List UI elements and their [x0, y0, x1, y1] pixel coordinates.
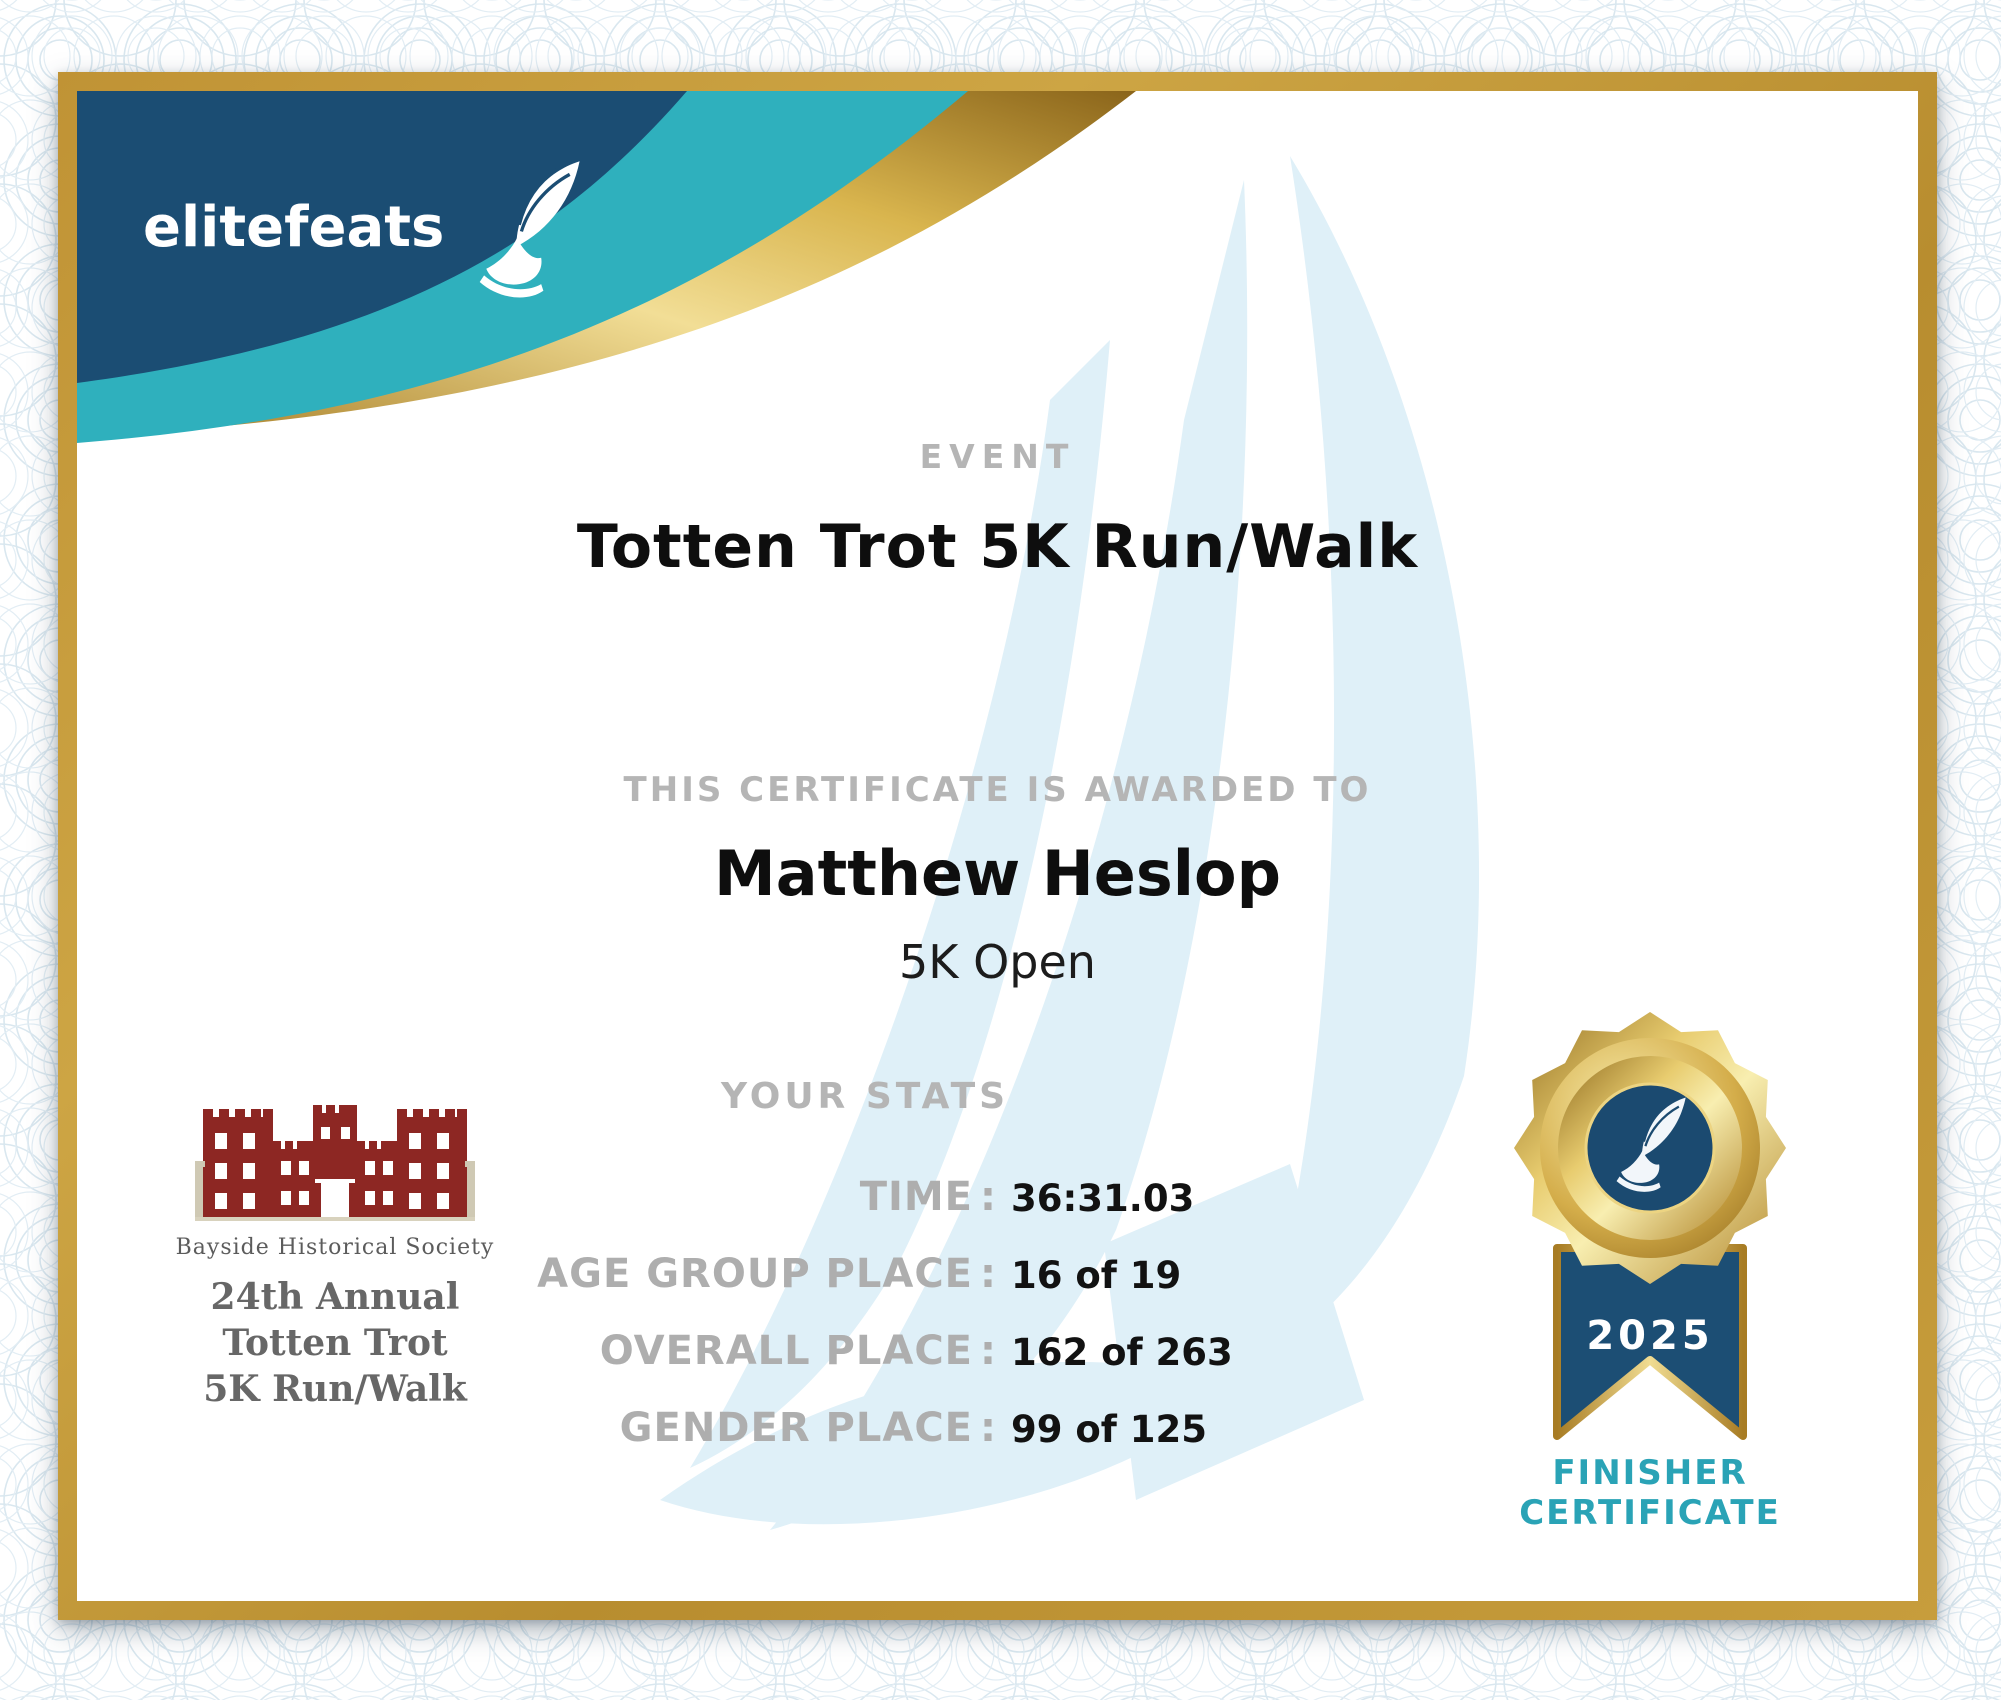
stat-value: 16 of 19 — [1011, 1254, 1182, 1297]
stat-row-age-group-place: AGE GROUP PLACE : 16 of 19 — [77, 1251, 1918, 1297]
stat-label: AGE GROUP PLACE — [537, 1251, 973, 1297]
medal-winged-foot-icon — [1616, 1097, 1686, 1192]
badge-caption-finisher: FINISHER — [1552, 1453, 1748, 1493]
winged-foot-icon — [479, 161, 580, 298]
stat-separator: : — [980, 1251, 996, 1297]
stat-value: 36:31.03 — [1011, 1177, 1195, 1220]
organizer-line: Totten Trot — [222, 1322, 448, 1364]
event-kicker: EVENT — [919, 437, 1076, 476]
stat-value: 99 of 125 — [1011, 1408, 1208, 1451]
badge-caption-certificate: CERTIFICATE — [1519, 1493, 1781, 1533]
recipient-name: Matthew Heslop — [714, 837, 1281, 910]
winged-foot-watermark — [660, 156, 1480, 1530]
stat-row-overall-place: OVERALL PLACE : 162 of 263 — [77, 1328, 1918, 1374]
stat-row-gender-place: GENDER PLACE : 99 of 125 — [77, 1405, 1918, 1451]
organizer-name: Bayside Historical Society — [175, 1235, 495, 1260]
stat-separator: : — [980, 1405, 996, 1451]
brand-logo-text: elitefeats — [143, 195, 445, 260]
organizer-logo-block: Bayside Historical Society 24th Annual T… — [175, 1105, 495, 1412]
stat-label: TIME — [859, 1174, 973, 1220]
medal-year: 2025 — [1586, 1313, 1713, 1359]
stat-separator: : — [980, 1174, 996, 1220]
stat-label: OVERALL PLACE — [599, 1328, 973, 1374]
stat-separator: : — [980, 1328, 996, 1374]
stat-value: 162 of 263 — [1011, 1331, 1233, 1374]
event-title: Totten Trot 5K Run/Walk — [576, 512, 1419, 582]
castle-building-illustration — [193, 1105, 477, 1221]
awarded-kicker: THIS CERTIFICATE IS AWARDED TO — [623, 770, 1372, 810]
finisher-medal-badge: 2025 — [1514, 1012, 1786, 1440]
stats-heading: YOUR STATS — [720, 1076, 1010, 1117]
division-name: 5K Open — [899, 935, 1096, 989]
stat-row-time: TIME : 36:31.03 — [77, 1174, 1918, 1220]
gold-frame: elitefeats EVENT Totten Trot 5K Run/Walk — [58, 72, 1937, 1620]
certificate-body: elitefeats EVENT Totten Trot 5K Run/Walk — [77, 91, 1918, 1601]
stat-label: GENDER PLACE — [619, 1405, 973, 1451]
brand-logo: elitefeats — [143, 161, 580, 331]
organizer-line: 5K Run/Walk — [203, 1368, 467, 1410]
organizer-line: 24th Annual — [210, 1276, 460, 1318]
